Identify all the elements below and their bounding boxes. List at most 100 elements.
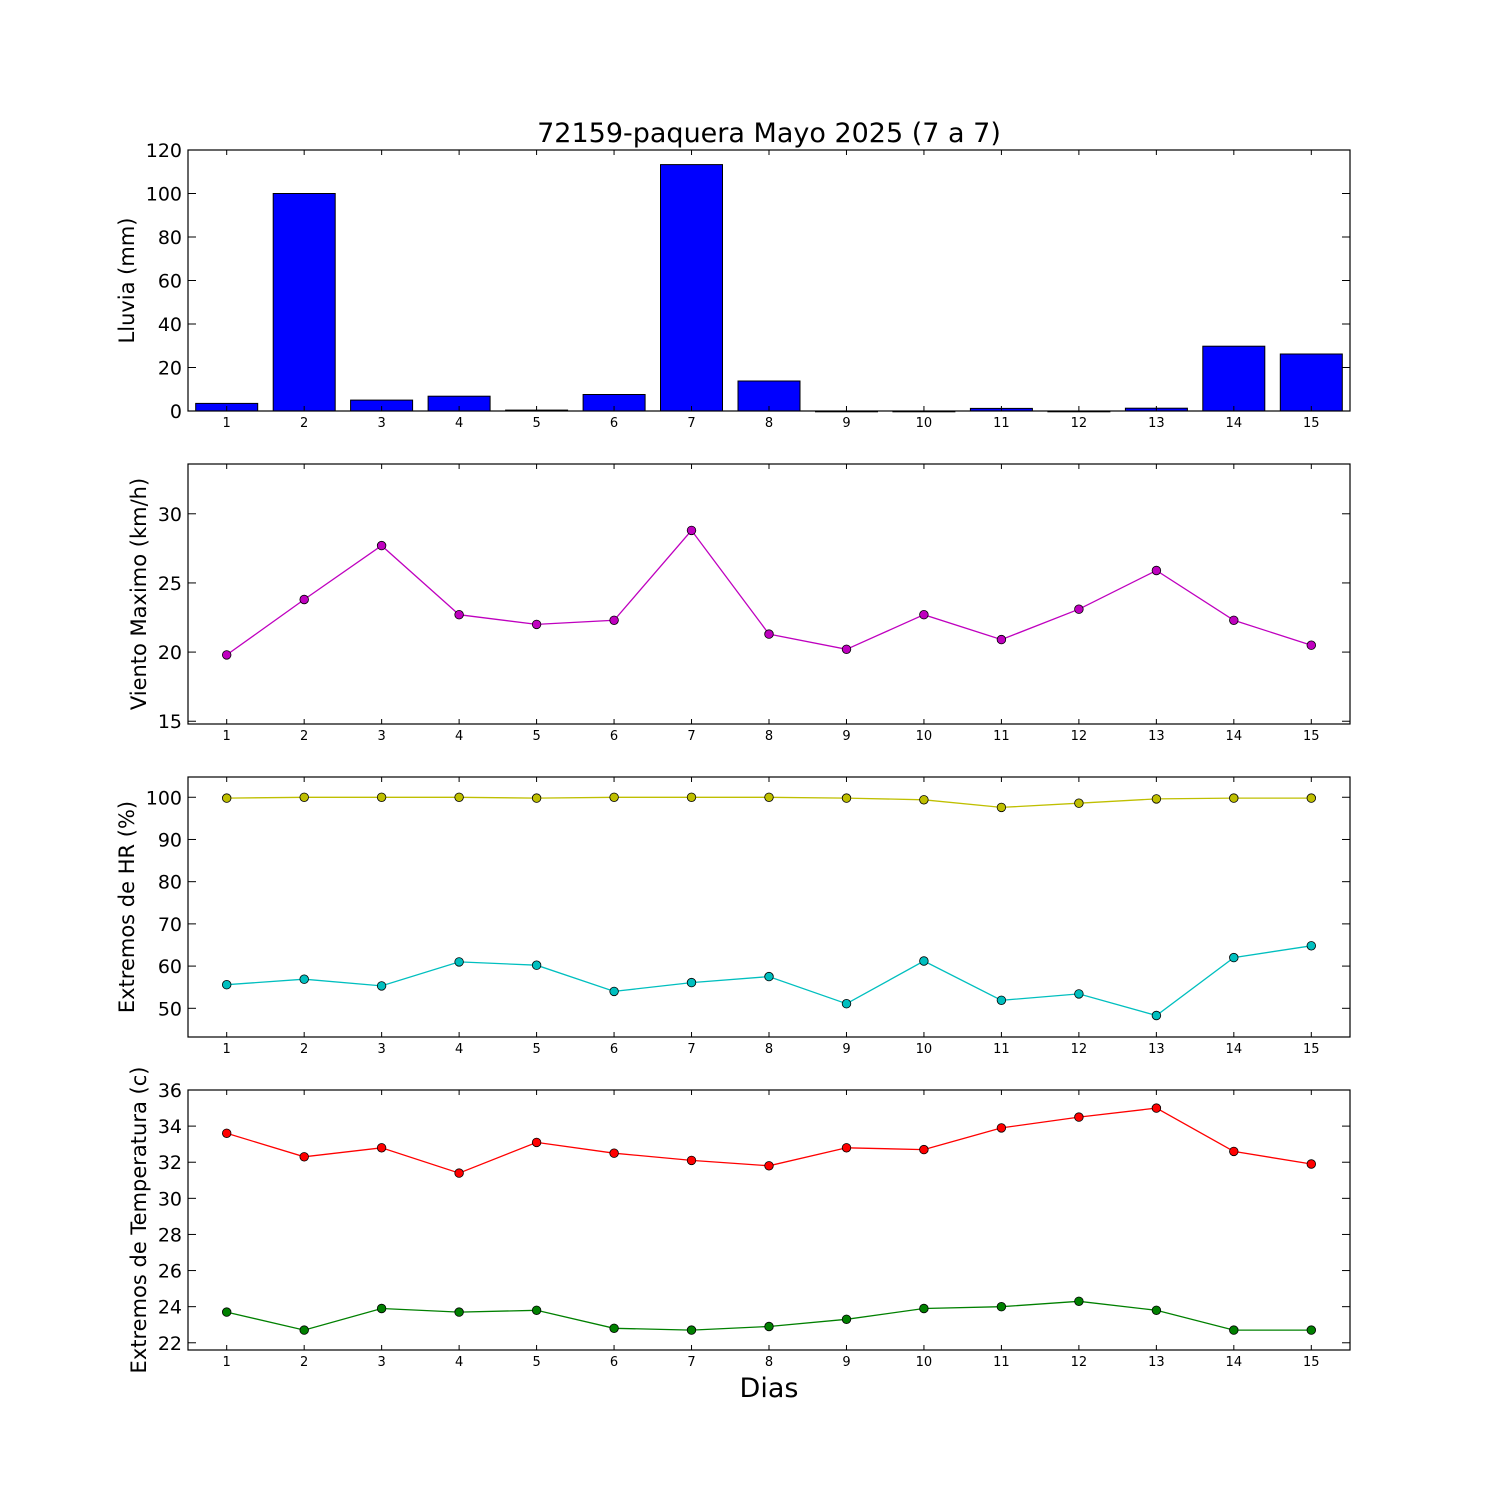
y-tick-label: 60 <box>158 271 182 293</box>
series-point-2-1-13 <box>1151 565 1162 576</box>
series-point-2-1-14 <box>1229 615 1239 626</box>
x-tick-label: 13 <box>1148 729 1165 744</box>
series-point-3-2-15 <box>1306 941 1317 951</box>
y-tick-label: 60 <box>158 956 182 978</box>
series-point-4-1-2 <box>299 1152 309 1162</box>
x-tick-label: 1 <box>223 1355 231 1370</box>
x-tick-label: 2 <box>300 416 308 431</box>
series-point-2-1-10 <box>919 610 929 620</box>
y-axis-label-1: Lluvia (mm) <box>115 218 139 344</box>
series-point-3-2-13 <box>1151 1010 1162 1021</box>
bar-day-15 <box>1279 353 1343 412</box>
series-point-3-1-7 <box>686 792 697 803</box>
y-tick-label: 0 <box>170 401 182 423</box>
x-tick-label: 4 <box>455 729 463 744</box>
x-tick-label: 11 <box>993 1042 1010 1057</box>
y-tick-label: 22 <box>158 1333 182 1355</box>
x-tick-label: 9 <box>842 416 850 431</box>
y-tick-label: 20 <box>158 642 182 664</box>
y-tick-label: 70 <box>158 914 182 936</box>
series-point-4-2-2 <box>299 1325 309 1335</box>
x-tick-label: 1 <box>223 1042 231 1057</box>
chart-title: 72159-paquera Mayo 2025 (7 a 7) <box>537 118 1001 149</box>
x-tick-label: 10 <box>916 729 933 744</box>
series-point-3-1-15 <box>1306 793 1317 803</box>
y-tick-label: 100 <box>146 184 182 206</box>
y-tick-label: 36 <box>158 1080 182 1102</box>
x-tick-label: 5 <box>532 1355 540 1370</box>
x-tick-label: 6 <box>610 729 618 744</box>
x-tick-label: 10 <box>916 1042 933 1057</box>
bar-day-14 <box>1202 345 1266 412</box>
y-tick-label: 24 <box>158 1297 182 1319</box>
y-tick-label: 30 <box>158 1188 182 1210</box>
series-point-2-1-12 <box>1074 604 1084 614</box>
y-tick-label: 25 <box>158 573 182 595</box>
x-tick-label: 3 <box>378 1042 386 1057</box>
x-tick-label: 4 <box>455 1355 463 1370</box>
series-point-3-2-2 <box>299 974 309 984</box>
series-point-3-2-3 <box>376 981 387 991</box>
x-tick-label: 13 <box>1148 1355 1165 1370</box>
x-axis-label: Dias <box>740 1373 799 1404</box>
series-point-3-1-10 <box>919 795 929 805</box>
series-point-2-1-8 <box>764 629 774 639</box>
x-tick-label: 6 <box>610 416 618 431</box>
x-tick-label: 7 <box>687 729 695 744</box>
y-tick-label: 90 <box>158 829 182 851</box>
x-tick-label: 9 <box>842 729 850 744</box>
series-point-4-1-4 <box>454 1168 464 1178</box>
series-point-3-2-6 <box>609 986 619 997</box>
x-tick-label: 15 <box>1303 1355 1320 1370</box>
y-axis-label-2: Viento Maximo (km/h) <box>127 478 151 710</box>
x-tick-label: 14 <box>1226 416 1243 431</box>
series-point-3-2-4 <box>454 957 464 967</box>
x-tick-label: 10 <box>916 1355 933 1370</box>
series-point-4-2-4 <box>454 1307 464 1317</box>
series-point-3-1-4 <box>454 792 464 803</box>
series-point-4-2-6 <box>609 1323 619 1334</box>
x-tick-label: 8 <box>765 1042 773 1057</box>
series-point-4-2-7 <box>686 1325 697 1335</box>
series-point-2-1-6 <box>609 615 619 626</box>
series-point-3-2-5 <box>531 960 542 970</box>
x-tick-label: 4 <box>455 1042 463 1057</box>
plot-area-4 <box>188 1090 1350 1350</box>
x-tick-label: 2 <box>300 1355 308 1370</box>
series-point-4-2-12 <box>1074 1296 1084 1307</box>
y-axis-label-3: Extremos de HR (%) <box>115 801 139 1013</box>
series-point-3-1-9 <box>841 793 852 803</box>
series-point-4-1-13 <box>1151 1103 1162 1113</box>
series-point-3-1-13 <box>1151 794 1162 804</box>
series-point-3-1-6 <box>609 792 619 803</box>
y-tick-label: 100 <box>146 787 182 809</box>
y-tick-label: 120 <box>146 140 182 162</box>
y-tick-label: 80 <box>158 872 182 894</box>
series-point-4-2-15 <box>1306 1325 1317 1335</box>
series-point-3-2-9 <box>841 999 852 1009</box>
series-point-4-1-7 <box>686 1155 697 1166</box>
series-point-2-1-2 <box>299 594 309 605</box>
series-point-4-1-8 <box>764 1161 774 1171</box>
y-tick-label: 20 <box>158 358 182 380</box>
plot-area-1 <box>188 150 1350 411</box>
x-tick-label: 8 <box>765 729 773 744</box>
series-point-4-1-14 <box>1229 1146 1239 1157</box>
series-point-3-2-7 <box>686 977 697 988</box>
series-point-4-2-14 <box>1229 1325 1239 1335</box>
series-point-3-2-8 <box>764 971 774 982</box>
bar-day-7 <box>660 164 723 412</box>
series-point-4-2-5 <box>531 1305 542 1316</box>
x-tick-label: 10 <box>916 416 933 431</box>
series-point-2-1-9 <box>841 644 852 655</box>
x-tick-label: 9 <box>842 1042 850 1057</box>
y-tick-label: 32 <box>158 1152 182 1174</box>
x-tick-label: 3 <box>378 416 386 431</box>
x-tick-label: 7 <box>687 416 695 431</box>
x-tick-label: 15 <box>1303 416 1320 431</box>
y-tick-label: 15 <box>158 711 182 733</box>
y-tick-label: 80 <box>158 227 182 249</box>
series-point-2-1-3 <box>376 540 387 551</box>
series-point-4-1-9 <box>841 1143 852 1153</box>
series-point-4-1-12 <box>1074 1112 1084 1122</box>
